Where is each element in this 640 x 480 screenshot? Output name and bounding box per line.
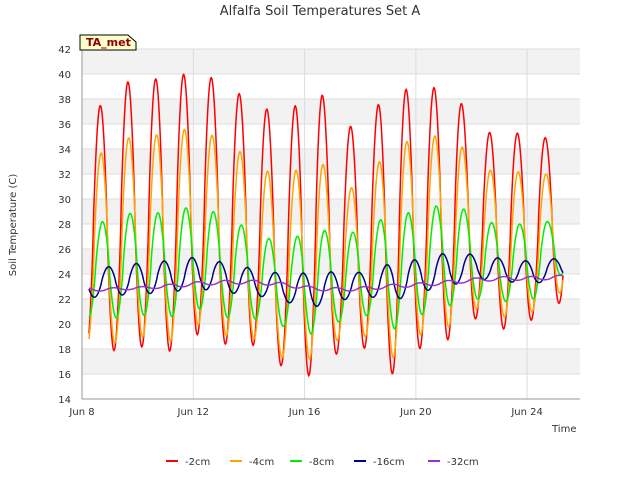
legend-label: -2cm (185, 457, 210, 468)
chart-title: Alfalfa Soil Temperatures Set A (220, 4, 421, 19)
y-tick-label: 20 (58, 320, 71, 331)
y-tick-label: 40 (58, 70, 71, 81)
y-tick-label: 22 (58, 295, 71, 306)
y-axis-title: Soil Temperature (C) (8, 174, 19, 277)
x-tick-label: Jun 24 (510, 407, 543, 418)
y-tick-label: 32 (58, 170, 71, 181)
y-tick-label: 26 (58, 245, 71, 256)
y-tick-label: 24 (58, 270, 71, 281)
plot-band (82, 349, 580, 374)
legend-label: -8cm (309, 457, 334, 468)
series-lines (88, 73, 564, 378)
legend-label: -32cm (447, 457, 479, 468)
series-line-neg2cm (88, 73, 564, 378)
site-badge: TA_met (79, 34, 137, 51)
legend-label: -4cm (249, 457, 274, 468)
x-tick-label: Jun 16 (288, 407, 321, 418)
y-tick-label: 38 (58, 95, 71, 106)
plot-band (82, 49, 580, 74)
axes (81, 49, 580, 400)
legend-label: -16cm (373, 457, 405, 468)
plot-band (82, 199, 580, 224)
x-tick-label: Jun 12 (177, 407, 210, 418)
y-tick-label: 16 (58, 370, 71, 381)
y-tick-label: 36 (58, 120, 71, 131)
site-badge-label: TA_met (86, 36, 131, 49)
y-tick-label: 30 (58, 195, 71, 206)
y-tick-label: 18 (58, 345, 71, 356)
y-tick-label: 28 (58, 220, 71, 231)
x-axis-title: Time (551, 424, 576, 435)
y-tick-label: 14 (58, 395, 71, 406)
series-line-neg32cm (88, 274, 564, 292)
y-tick-label: 42 (58, 45, 71, 56)
y-tick-label: 34 (58, 145, 71, 156)
series-line-neg4cm (88, 128, 564, 360)
site-badge-box (79, 34, 137, 51)
x-tick-label: Jun 8 (68, 407, 94, 418)
plot-band (82, 149, 580, 174)
plot-band (82, 99, 580, 124)
x-tick-label: Jun 20 (399, 407, 432, 418)
tick-labels: 14 16 18 20 22 24 26 28 30 32 34 36 38 40 42 Jun 8 Jun 1… (58, 45, 543, 418)
legend: -2cm -4cm -8cm -16cm -32cm (166, 457, 479, 468)
series-line-neg8cm (88, 205, 564, 335)
